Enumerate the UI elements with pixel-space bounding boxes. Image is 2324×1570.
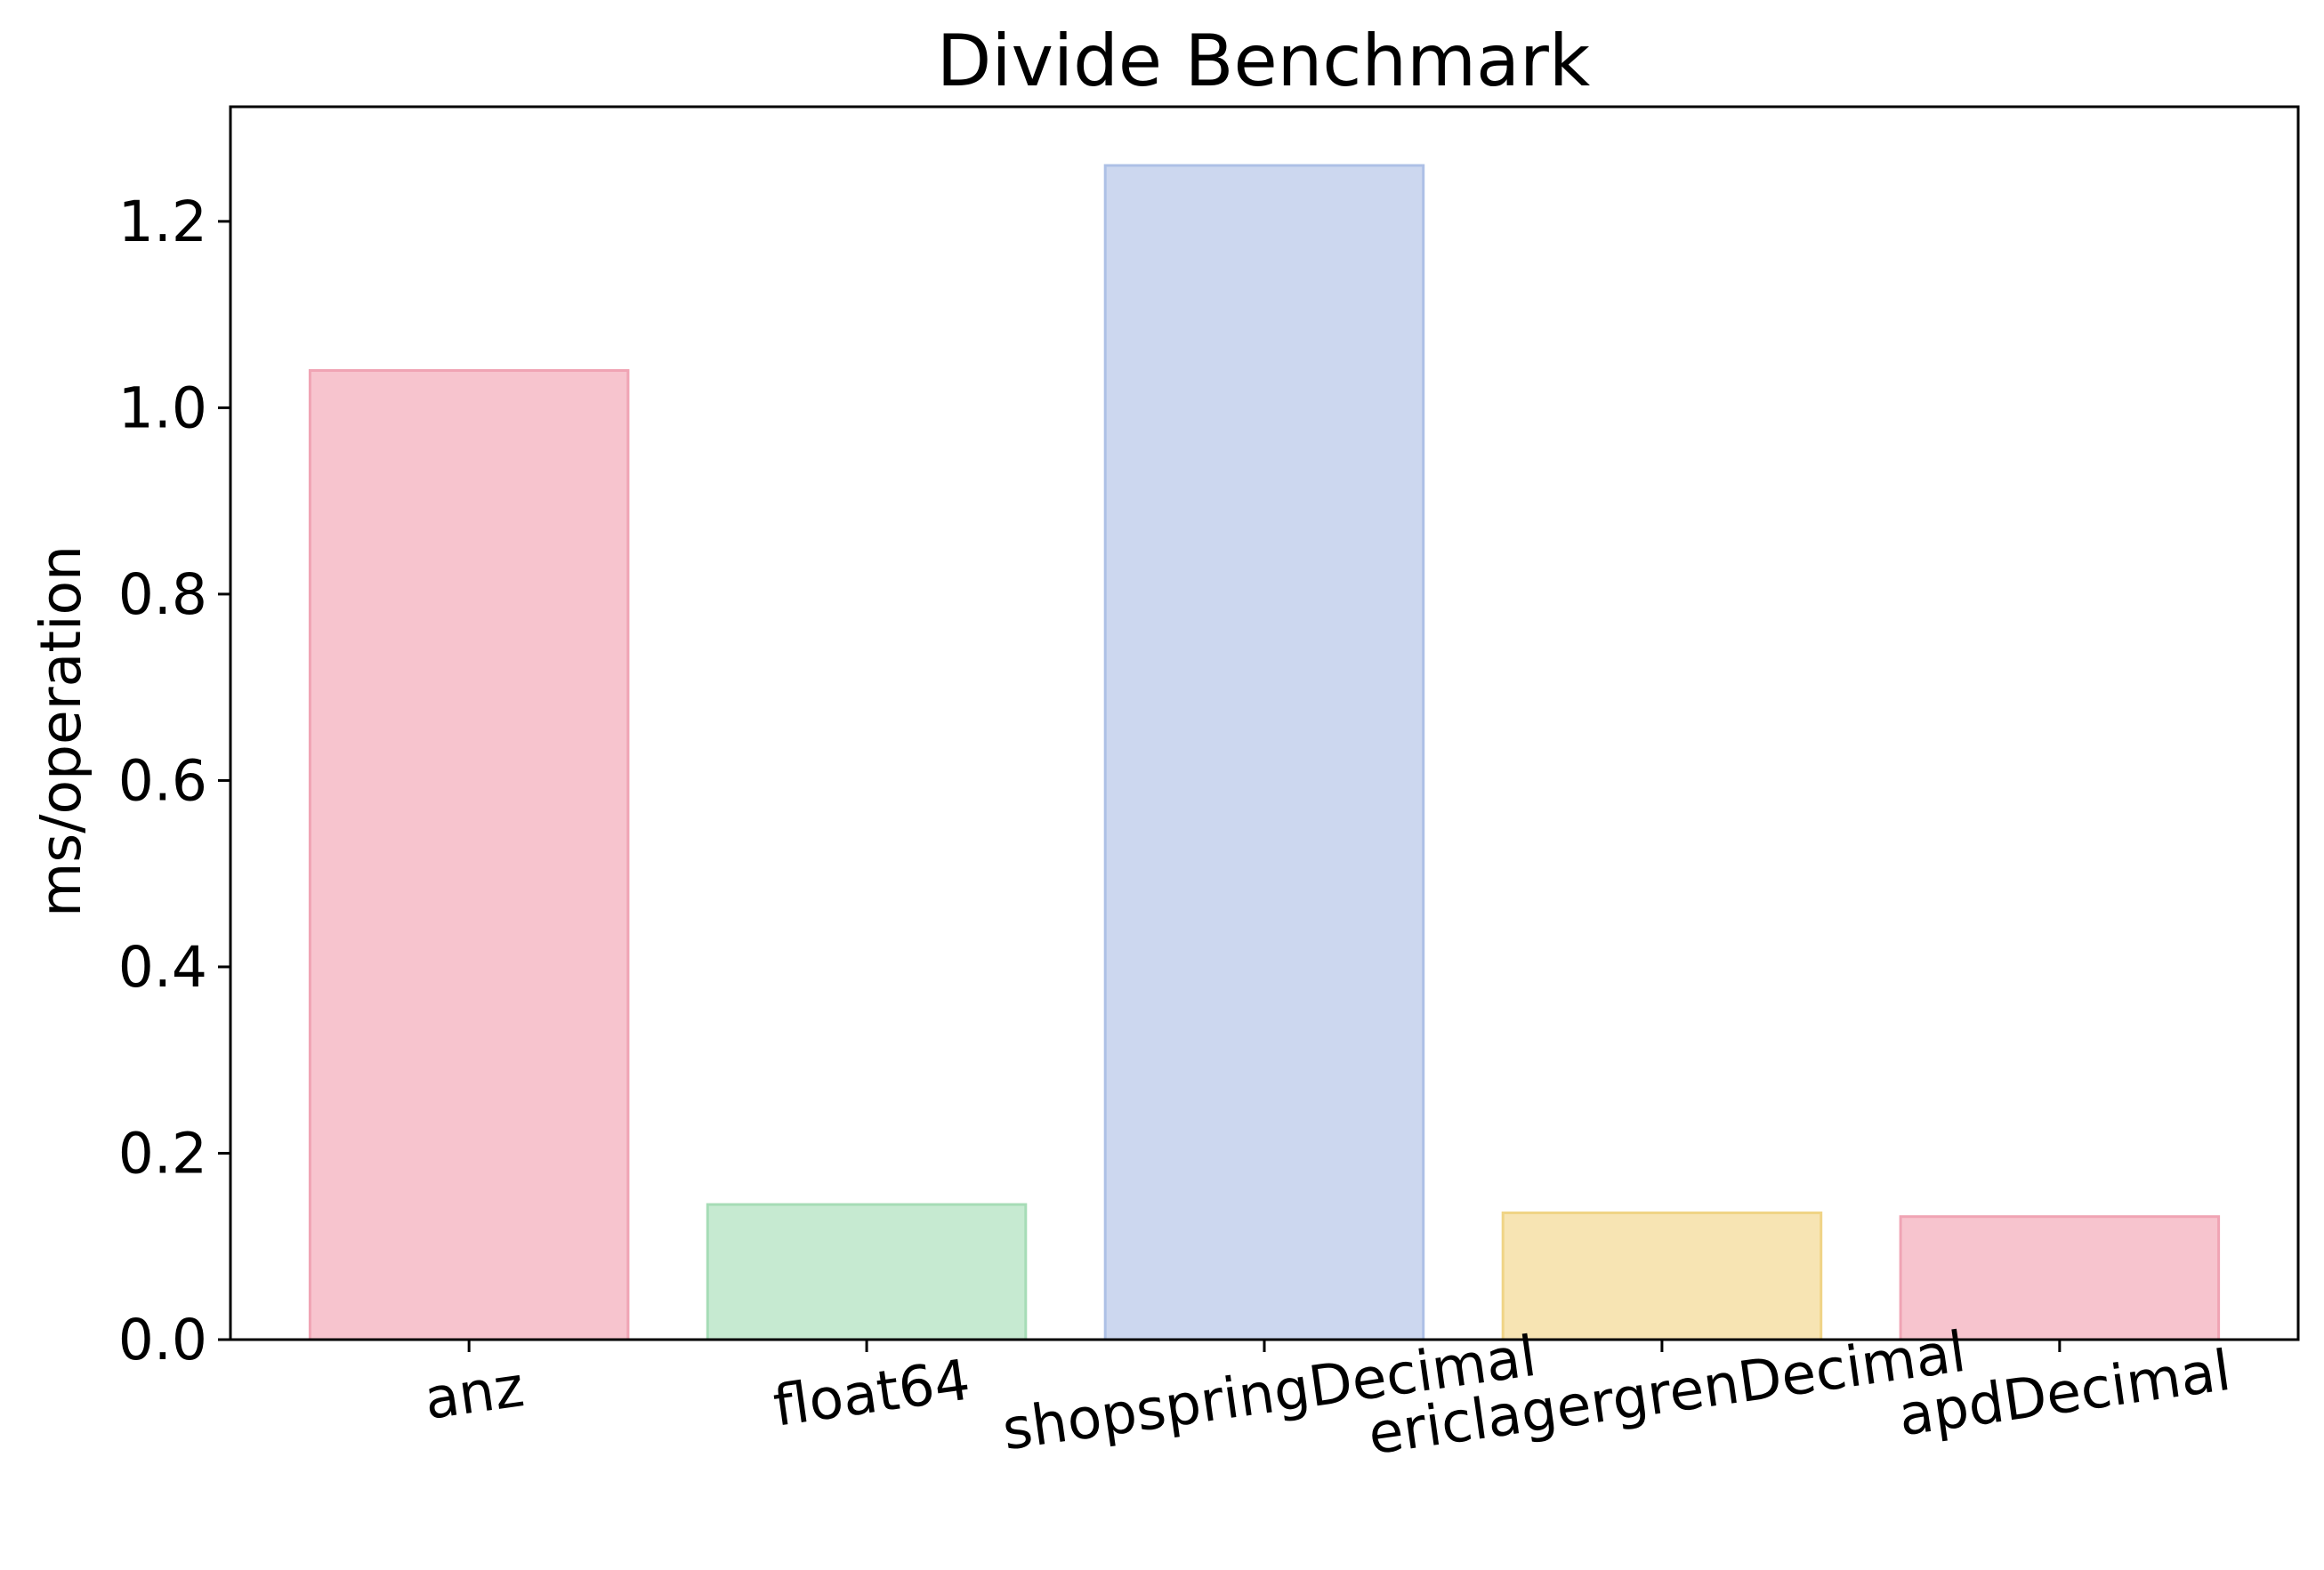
y-tick-label: 0.4	[118, 935, 207, 1000]
x-axis-ticks: anz float64 shopspringDecimalericlagergren…	[420, 1319, 2234, 1467]
y-tick-label: 1.0	[118, 375, 207, 440]
bars-group	[308, 164, 2221, 1341]
bar-anz	[308, 369, 630, 1341]
y-tick-label: 0.2	[118, 1121, 207, 1186]
y-tick-label: 1.2	[118, 189, 207, 254]
bar-ericlagergrenDecimal	[1501, 1212, 1823, 1341]
y-tick-label: 0.0	[118, 1308, 207, 1373]
bar-float64	[706, 1203, 1028, 1341]
x-tick-label: anz	[420, 1354, 528, 1432]
plot-frame	[229, 105, 2300, 1341]
x-tick-label: float64	[770, 1348, 974, 1439]
y-tick-label: 0.8	[118, 562, 207, 627]
chart-title: Divide Benchmark	[937, 20, 1591, 102]
bar-shopspringDecimal	[1103, 164, 1425, 1341]
y-axis-label: ms/operation	[28, 545, 93, 917]
y-tick-label: 0.6	[118, 748, 207, 813]
y-axis-ticks: 0.0 0.2 0.4 0.6 0.8 1.0 1.2	[118, 189, 230, 1373]
bar-apdDecimal	[1899, 1215, 2221, 1341]
